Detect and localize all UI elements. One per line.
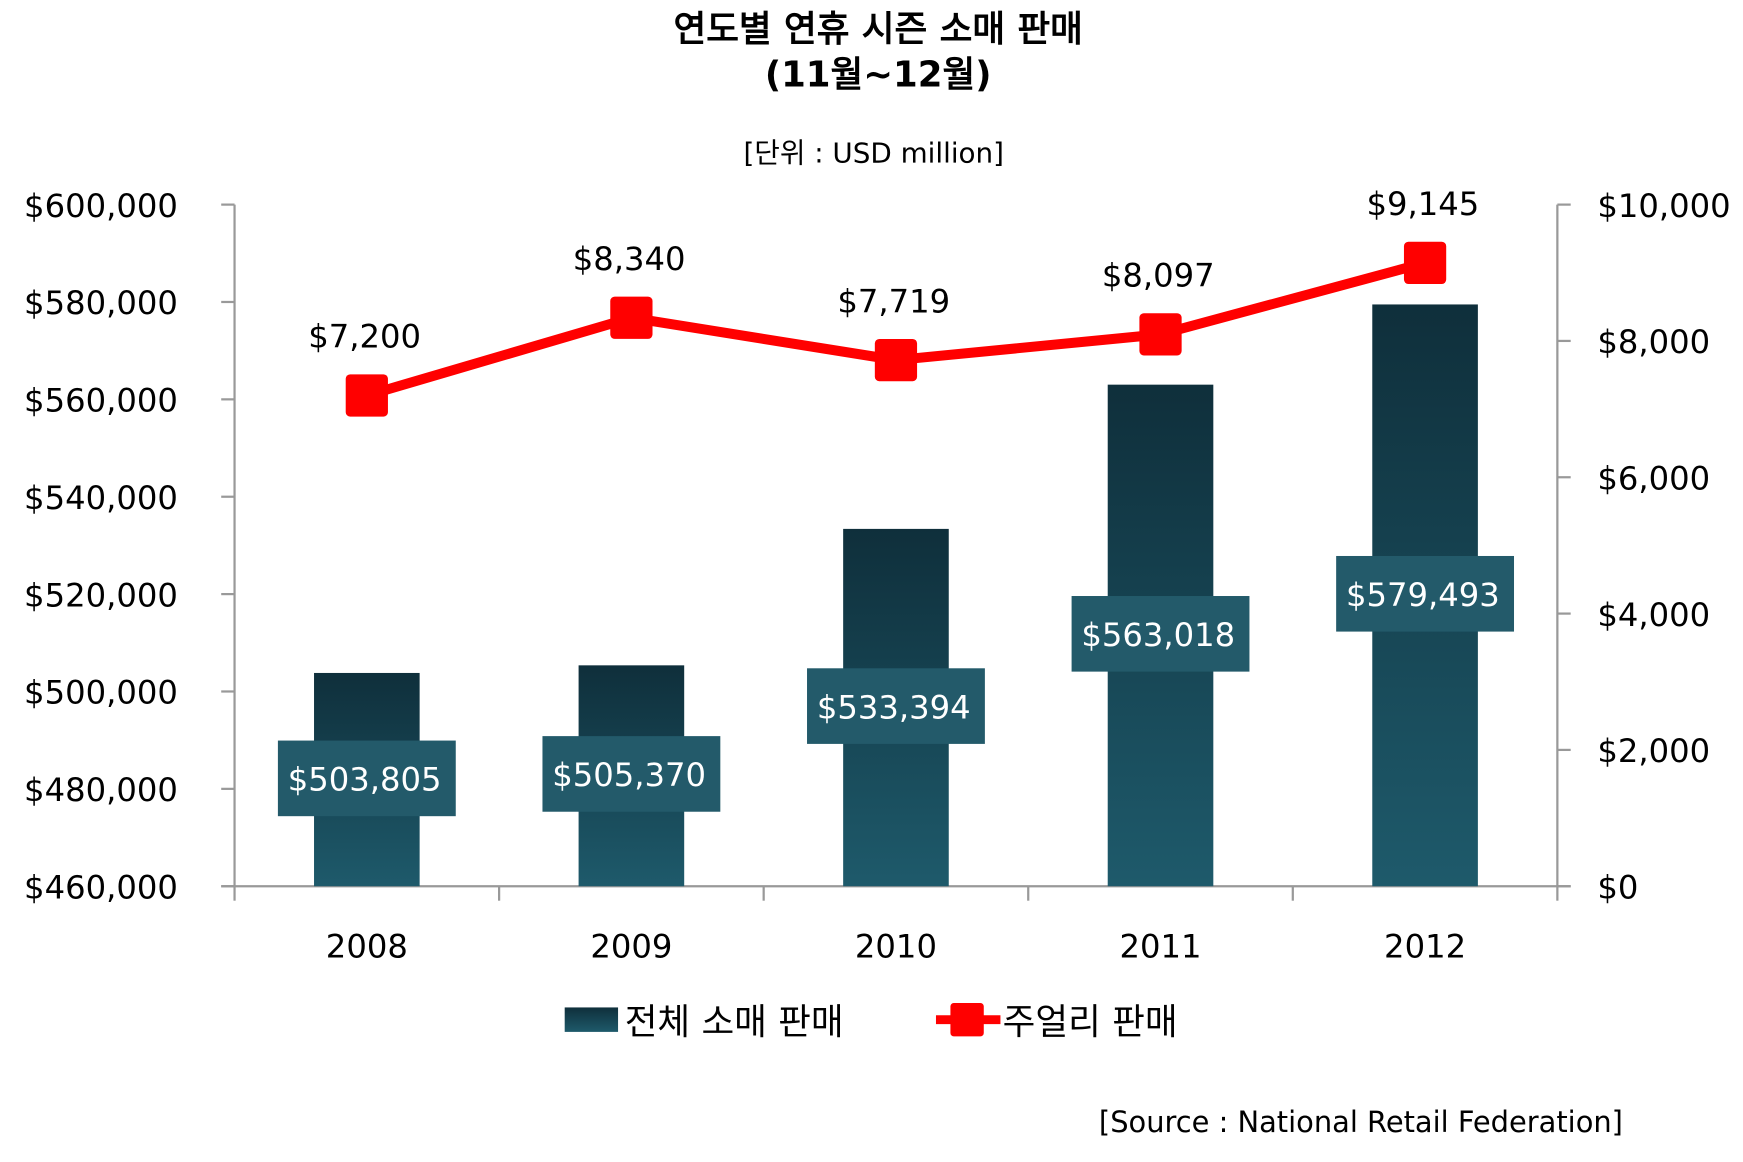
- right-tick-label: $10,000: [1597, 187, 1730, 225]
- bar-label-box: [542, 736, 721, 812]
- line-marker: [874, 338, 918, 382]
- bar-data-label: $505,370: [552, 756, 706, 794]
- source-note: [Source : National Retail Federation]: [1099, 1105, 1623, 1139]
- bar-data-label: $579,493: [1346, 576, 1500, 614]
- left-tick-label: $580,000: [24, 284, 178, 322]
- x-tick-label: 2008: [326, 927, 408, 965]
- legend-swatch-bar: [564, 1007, 619, 1032]
- left-tick-label: $520,000: [24, 576, 178, 614]
- chart-title: 연도별 연휴 시즌 소매 판매: [673, 9, 1082, 50]
- bar-label-box: [277, 740, 456, 817]
- legend-label-bar: 전체 소매 판매: [625, 1002, 844, 1043]
- left-tick-label: $500,000: [24, 674, 178, 712]
- bar-data-label: $563,018: [1081, 616, 1235, 654]
- right-tick-label: $8,000: [1597, 323, 1710, 361]
- unit-note: [단위 : USD million]: [743, 136, 1004, 169]
- line-data-label: $7,200: [308, 318, 421, 356]
- x-tick-label: 2010: [855, 927, 937, 965]
- bar-label-box: [807, 668, 985, 744]
- line-data-label: $8,340: [573, 240, 686, 278]
- bar-label-box: [1336, 555, 1515, 632]
- bar-label-box: [1071, 596, 1250, 672]
- line-marker: [345, 374, 388, 417]
- right-tick-label: $4,000: [1597, 596, 1710, 634]
- line-marker: [1403, 241, 1447, 285]
- left-tick-label: $460,000: [24, 868, 178, 906]
- line-data-label: $8,097: [1102, 256, 1215, 294]
- x-tick-label: 2011: [1120, 927, 1202, 965]
- bar-data-label: $503,805: [288, 761, 442, 799]
- chart-subtitle: (11월~12월): [765, 55, 992, 96]
- right-tick-label: $2,000: [1597, 732, 1710, 770]
- left-tick-label: $540,000: [24, 479, 178, 517]
- x-tick-label: 2009: [590, 927, 672, 965]
- legend-marker: [950, 1002, 984, 1037]
- x-tick-label: 2012: [1384, 927, 1466, 965]
- legend-label-line: 주얼리 판매: [1003, 1002, 1178, 1043]
- left-tick-label: $560,000: [24, 382, 178, 420]
- right-tick-label: $6,000: [1597, 459, 1710, 497]
- bar-data-label: $533,394: [817, 688, 971, 726]
- right-tick-label: $0: [1597, 868, 1638, 906]
- line-marker: [610, 296, 653, 339]
- line-data-label: $9,145: [1366, 185, 1479, 223]
- left-tick-label: $480,000: [24, 771, 178, 809]
- line-marker: [1139, 313, 1182, 356]
- line-data-label: $7,719: [837, 282, 950, 320]
- legend: 전체 소매 판매 주얼리 판매: [564, 1002, 1178, 1043]
- left-tick-label: $600,000: [24, 187, 178, 225]
